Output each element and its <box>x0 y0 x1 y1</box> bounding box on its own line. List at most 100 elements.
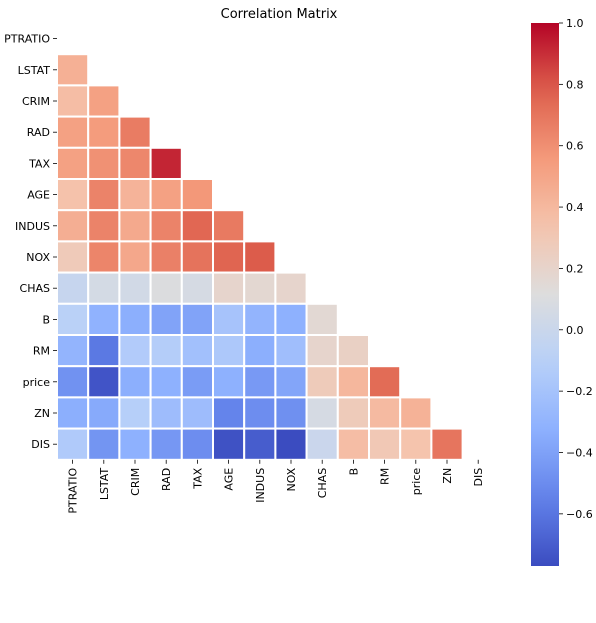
heatmap-cell-chas-tax <box>180 271 215 305</box>
heatmap-cell-dis-price <box>399 427 433 461</box>
heatmap-cell-price-tax <box>180 365 215 399</box>
heatmap-cell-age-rad <box>149 178 183 212</box>
heatmap-cell-chas-ptratio <box>56 271 90 305</box>
heatmap-cell-zn-crim <box>118 396 152 430</box>
y-tick-label-lstat: LSTAT <box>18 64 51 77</box>
heatmap-cell-age-crim <box>118 178 152 212</box>
y-tick-label-tax: TAX <box>28 157 50 170</box>
heatmap-cell-dis-zn <box>430 427 464 461</box>
heatmap-cell-rm-lstat <box>87 334 121 368</box>
heatmap-cell-tax-crim <box>118 146 152 181</box>
heatmap-cell-zn-price <box>399 396 433 430</box>
heatmap-cell-rm-ptratio <box>56 334 90 368</box>
heatmap-cell-b-crim <box>118 302 152 336</box>
heatmap-cell-rad-crim <box>118 115 152 149</box>
colorbar-tick-labels: 1.0 0.8 0.6 0.4 0.2 0.0 −0.2 −0.4 −0.6 <box>559 17 593 521</box>
y-axis-tick-labels: PTRATIO LSTAT CRIM RAD TAX AGE INDUS NOX CHAS B RM… <box>4 33 57 451</box>
heatmap-cell-age-lstat <box>87 178 121 212</box>
x-tick-label-crim: CRIM <box>129 468 142 496</box>
heatmap-cell-dis-indus <box>243 427 277 461</box>
heatmap-cell-tax-ptratio <box>56 146 90 181</box>
heatmap-cell-b-nox <box>274 302 308 336</box>
heatmap-cell-dis-crim <box>118 427 152 461</box>
colorbar-tick-label: 0.0 <box>566 324 584 337</box>
heatmap-cell-price-b <box>336 365 370 399</box>
heatmap-cell-crim-ptratio <box>56 84 90 118</box>
heatmap-cell-rad-ptratio <box>56 115 90 149</box>
x-tick-label-ptratio: PTRATIO <box>67 467 80 513</box>
colorbar <box>531 23 559 566</box>
heatmap-cell-price-rm <box>368 365 402 399</box>
heatmap-cell-indus-rad <box>149 209 183 243</box>
y-tick-label-age: AGE <box>27 189 50 202</box>
heatmap-cell-nox-rad <box>149 240 183 274</box>
heatmap-cell-b-indus <box>243 302 277 336</box>
heatmap-cell-lstat-ptratio <box>56 53 90 87</box>
heatmap-cell-price-nox <box>274 365 308 399</box>
colorbar-tick-label: −0.6 <box>566 508 593 521</box>
heatmap-cell-rm-age <box>212 334 246 368</box>
heatmap-cell-chas-rad <box>149 271 183 305</box>
x-tick-label-chas: CHAS <box>316 468 329 498</box>
heatmap-cell-age-ptratio <box>56 178 90 212</box>
heatmap-cell-zn-ptratio <box>56 396 90 430</box>
y-tick-label-price: price <box>23 376 51 389</box>
heatmap-cell-dis-tax <box>180 427 215 461</box>
heatmap-cell-price-lstat <box>87 365 121 399</box>
heatmap-cell-dis-chas <box>305 427 339 461</box>
x-tick-label-b: B <box>347 468 360 476</box>
heatmap-cell-price-crim <box>118 365 152 399</box>
heatmap-cell-nox-ptratio <box>56 240 90 274</box>
colorbar-tick-label: 0.6 <box>566 140 584 153</box>
heatmap-cell-dis-rm <box>368 427 402 461</box>
heatmap-cell-chas-nox <box>274 271 308 305</box>
heatmap-cell-zn-lstat <box>87 396 121 430</box>
heatmap-cell-indus-lstat <box>87 209 121 243</box>
heatmap-cell-indus-ptratio <box>56 209 90 243</box>
x-tick-label-tax: TAX <box>191 467 204 489</box>
heatmap-cell-dis-nox <box>274 427 308 461</box>
heatmap-cell-b-ptratio <box>56 302 90 336</box>
heatmap-cell-dis-b <box>336 427 370 461</box>
y-tick-label-rm: RM <box>33 345 50 358</box>
heatmap-cell-dis-ptratio <box>56 427 90 461</box>
y-tick-label-indus: INDUS <box>15 220 50 233</box>
y-tick-label-crim: CRIM <box>22 95 50 108</box>
x-tick-label-dis: DIS <box>472 468 485 487</box>
heatmap-cell-chas-indus <box>243 271 277 305</box>
heatmap-cell-rm-rad <box>149 334 183 368</box>
y-tick-label-rad: RAD <box>27 126 50 139</box>
heatmap-cell-tax-rad <box>149 146 183 181</box>
heatmap-cell-nox-tax <box>180 240 215 274</box>
heatmap-cell-nox-lstat <box>87 240 121 274</box>
colorbar-tick-label: −0.2 <box>566 385 593 398</box>
heatmap-cell-zn-chas <box>305 396 339 430</box>
heatmap-cell-chas-crim <box>118 271 152 305</box>
heatmap-cell-rm-chas <box>305 334 339 368</box>
y-tick-label-nox: NOX <box>26 251 50 264</box>
heatmap-cell-zn-rm <box>368 396 402 430</box>
heatmap-cell-indus-tax <box>180 209 215 243</box>
y-tick-label-b: B <box>42 313 50 326</box>
x-tick-label-rad: RAD <box>160 468 173 491</box>
heatmap-cell-dis-age <box>212 427 246 461</box>
heatmap-cell-b-tax <box>180 302 215 336</box>
heatmap-cell-crim-lstat <box>87 84 121 118</box>
heatmap-cell-zn-rad <box>149 396 183 430</box>
heatmap-cell-zn-age <box>212 396 246 430</box>
heatmap-cell-b-rad <box>149 302 183 336</box>
heatmap-cell-nox-crim <box>118 240 152 274</box>
heatmap-cell-chas-age <box>212 271 246 305</box>
heatmap-cell-rm-nox <box>274 334 308 368</box>
colorbar-tick-label: 1.0 <box>566 17 584 30</box>
heatmap-cell-zn-b <box>336 396 370 430</box>
heatmap-cell-b-age <box>212 302 246 336</box>
colorbar-tick-label: −0.4 <box>566 446 593 459</box>
colorbar-tick-label: 0.8 <box>566 78 584 91</box>
y-tick-label-ptratio: PTRATIO <box>4 33 50 46</box>
heatmap-cell-price-age <box>212 365 246 399</box>
heatmap-cell-zn-indus <box>243 396 277 430</box>
colorbar-tick-label: 0.2 <box>566 262 584 275</box>
heatmap-cell-rm-crim <box>118 334 152 368</box>
